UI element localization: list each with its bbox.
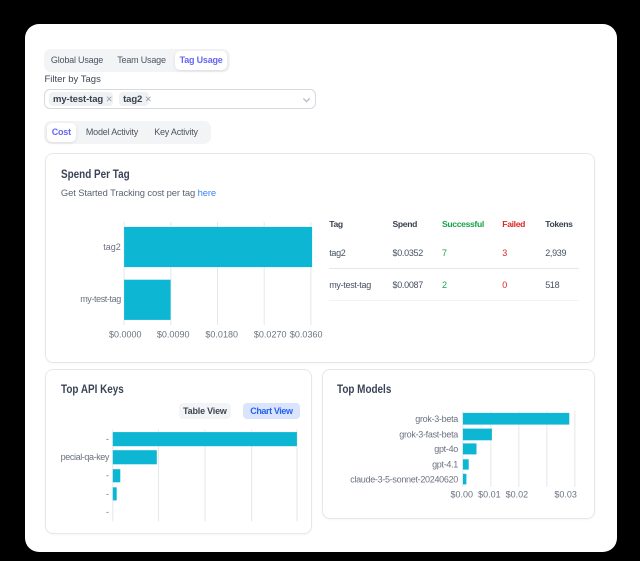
svg-text:$0.00: $0.00 [451, 489, 474, 499]
svg-text:$0.0270: $0.0270 [254, 330, 287, 340]
svg-text:gpt-4o: gpt-4o [434, 444, 458, 454]
svg-text:grok-3-beta: grok-3-beta [415, 414, 458, 424]
svg-text:$0.03: $0.03 [554, 489, 577, 499]
svg-text:tag2: tag2 [103, 242, 121, 252]
svg-text:$0.0180: $0.0180 [205, 330, 238, 340]
svg-text:$0.0000: $0.0000 [109, 330, 142, 340]
svg-text:my-test-tag: my-test-tag [80, 294, 121, 304]
svg-text:$0.02: $0.02 [506, 489, 529, 499]
svg-text:claude-3-5-sonnet-20240620: claude-3-5-sonnet-20240620 [350, 474, 458, 484]
svg-text:-: - [106, 489, 109, 499]
svg-text:$0.01: $0.01 [478, 489, 501, 499]
svg-text:$0.0360: $0.0360 [290, 330, 323, 340]
svg-text:-: - [106, 471, 109, 481]
svg-text:pecial-qa-key: pecial-qa-key [61, 452, 110, 462]
svg-text:-: - [106, 507, 109, 517]
svg-text:$0.0090: $0.0090 [157, 330, 190, 340]
svg-text:grok-3-fast-beta: grok-3-fast-beta [399, 430, 458, 440]
svg-text:gpt-4.1: gpt-4.1 [432, 460, 458, 470]
svg-text:-: - [106, 434, 109, 444]
